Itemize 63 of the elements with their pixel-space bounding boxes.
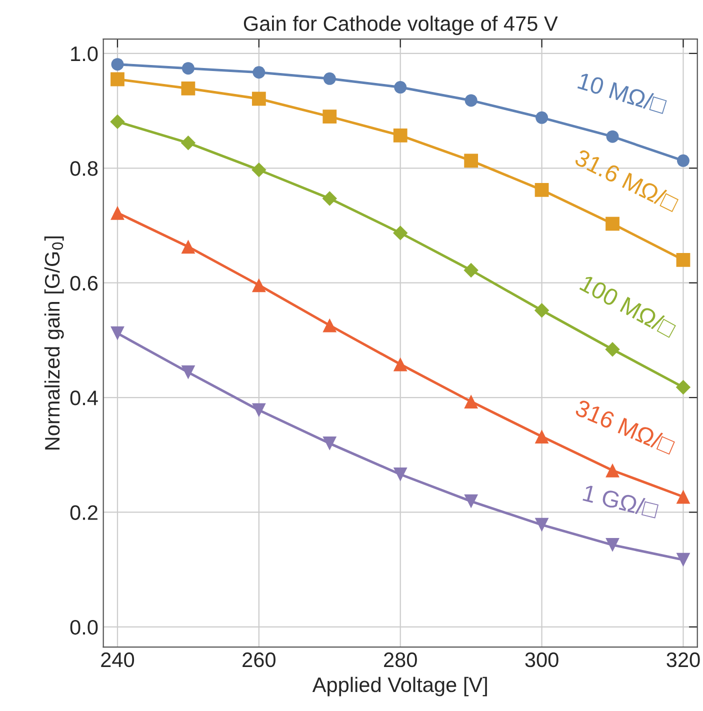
text: 316 MΩ/□ xyxy=(574,398,676,455)
point xyxy=(252,162,266,178)
x-tick-label: 300 xyxy=(525,652,558,668)
point xyxy=(534,303,550,318)
point xyxy=(392,226,408,240)
point xyxy=(252,66,266,79)
chart-title: Gain for Cathode voltage of 475 V xyxy=(244,16,558,36)
point xyxy=(110,206,124,220)
point xyxy=(322,436,337,450)
point xyxy=(322,110,337,124)
text: 31.6 MΩ/□ xyxy=(574,148,680,212)
point xyxy=(322,318,337,332)
x-tick-label: 280 xyxy=(384,652,417,668)
point xyxy=(536,111,548,124)
point xyxy=(605,342,620,357)
point xyxy=(534,518,549,532)
text: 10 MΩ/□ xyxy=(577,72,668,114)
point xyxy=(323,72,336,85)
point xyxy=(252,403,266,418)
x-tick-label: 320 xyxy=(666,652,700,668)
point xyxy=(181,240,196,254)
point xyxy=(181,81,196,96)
y-tick-label: 0.8 xyxy=(70,161,98,176)
point xyxy=(464,154,478,168)
point xyxy=(676,490,690,504)
y-tick-label: 0.6 xyxy=(70,276,98,291)
point xyxy=(606,216,620,231)
point xyxy=(464,494,478,508)
point xyxy=(110,72,124,86)
point xyxy=(534,430,549,444)
point xyxy=(534,182,549,197)
point xyxy=(606,463,620,478)
point xyxy=(676,252,690,267)
point xyxy=(322,191,338,206)
y-axis-title: Normalized gain [G/G$_{0}$] xyxy=(44,236,64,450)
point xyxy=(676,154,690,167)
x-tick-label: 260 xyxy=(242,652,276,668)
text: 1 GΩ/□ xyxy=(582,484,660,519)
point xyxy=(393,357,408,372)
point xyxy=(180,136,196,150)
point xyxy=(181,365,196,380)
point xyxy=(464,262,478,278)
point xyxy=(676,380,691,395)
point xyxy=(393,128,408,142)
point xyxy=(464,394,478,408)
point xyxy=(676,552,690,567)
point xyxy=(464,94,478,107)
x-tick-label: 240 xyxy=(101,652,134,668)
point xyxy=(606,130,619,143)
point xyxy=(110,114,125,130)
y-tick-label: 1.0 xyxy=(71,46,98,62)
point xyxy=(252,278,266,292)
y-tick-label: 0.0 xyxy=(70,620,98,635)
y-tick-label: 0.4 xyxy=(70,390,98,406)
point xyxy=(606,538,620,552)
point xyxy=(111,58,124,71)
point xyxy=(110,326,124,340)
point xyxy=(252,92,266,106)
point xyxy=(393,467,408,482)
x-axis-title: Applied Voltage [V] xyxy=(312,676,487,696)
point xyxy=(394,81,407,94)
point xyxy=(182,62,194,75)
y-tick-label: 0.2 xyxy=(70,505,98,520)
